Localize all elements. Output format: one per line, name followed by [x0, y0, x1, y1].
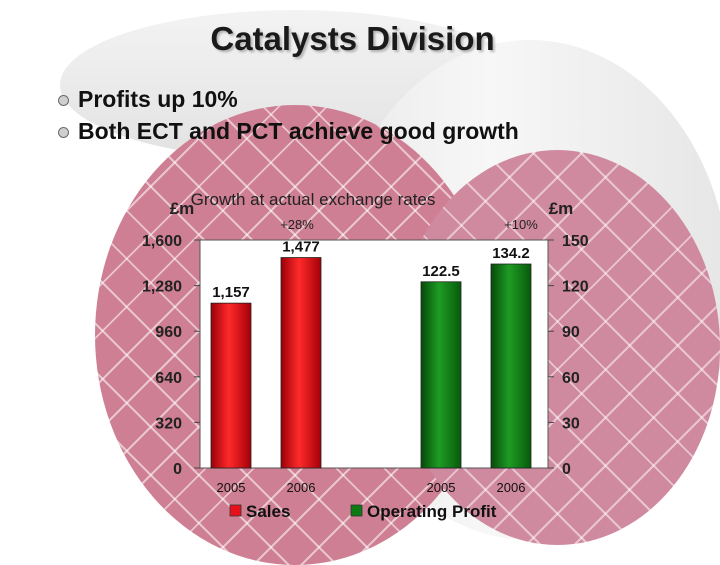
right-tick-label: 30	[562, 415, 580, 432]
right-tick-label: 150	[562, 233, 589, 250]
growth-chart: Growth at actual exchange rates £m £m 0 3…	[142, 190, 589, 521]
right-axis-ticks: 0 30 60 90 120 150	[548, 233, 589, 478]
left-tick-label: 1,600	[142, 233, 182, 250]
x-tick-label: 2005	[427, 480, 456, 495]
legend-swatch-operating-profit	[350, 504, 363, 517]
slide-title: Catalysts Division	[210, 20, 495, 57]
left-tick-label: 640	[155, 370, 182, 387]
legend-label-sales: Sales	[246, 502, 290, 521]
left-tick-label: 0	[173, 461, 182, 478]
chart-title: Growth at actual exchange rates	[191, 190, 436, 209]
bar-value-label: 122.5	[422, 263, 460, 280]
x-tick-label: 2006	[497, 480, 526, 495]
bars	[210, 257, 532, 469]
right-tick-label: 90	[562, 324, 580, 341]
plot-area	[199, 239, 549, 469]
profit-growth-label: +10%	[504, 217, 538, 232]
right-tick-label: 0	[562, 461, 571, 478]
right-tick-label: 60	[562, 370, 580, 387]
bullet-dot-icon	[58, 95, 69, 106]
value-labels: 1,157 1,477 122.5 134.2	[212, 239, 530, 302]
left-axis-label: £m	[170, 199, 195, 218]
bar-sales-2006	[280, 257, 322, 469]
right-axis-label: £m	[549, 199, 574, 218]
left-tick-label: 320	[155, 415, 182, 432]
bar-operating-profit-2006	[490, 263, 532, 469]
bullet-text: Both ECT and PCT achieve good growth	[78, 118, 519, 144]
x-tick-label: 2005	[217, 480, 246, 495]
right-tick-label: 120	[562, 279, 589, 296]
left-axis-ticks: 0 320 640 960 1,280 1,600	[142, 233, 200, 478]
left-tick-label: 1,280	[142, 279, 182, 296]
bullet-item: Profits up 10%	[58, 83, 519, 115]
legend-label-operating-profit: Operating Profit	[367, 502, 497, 521]
bullet-list: Profits up 10% Both ECT and PCT achieve …	[58, 83, 519, 147]
x-tick-label: 2006	[287, 480, 316, 495]
bar-operating-profit-2005	[420, 281, 462, 469]
sales-growth-label: +28%	[280, 217, 314, 232]
left-tick-label: 960	[155, 324, 182, 341]
bar-value-label: 1,157	[212, 284, 250, 301]
bar-value-label: 134.2	[492, 245, 530, 262]
bar-sales-2005	[210, 302, 252, 469]
legend: Sales Operating Profit	[229, 502, 497, 521]
bullet-item: Both ECT and PCT achieve good growth	[58, 115, 519, 147]
legend-swatch-sales	[229, 504, 242, 517]
bullet-text: Profits up 10%	[78, 86, 238, 112]
bullet-dot-icon	[58, 127, 69, 138]
x-axis-labels: 2005 2006 2005 2006	[217, 480, 526, 495]
bar-value-label: 1,477	[282, 239, 320, 256]
